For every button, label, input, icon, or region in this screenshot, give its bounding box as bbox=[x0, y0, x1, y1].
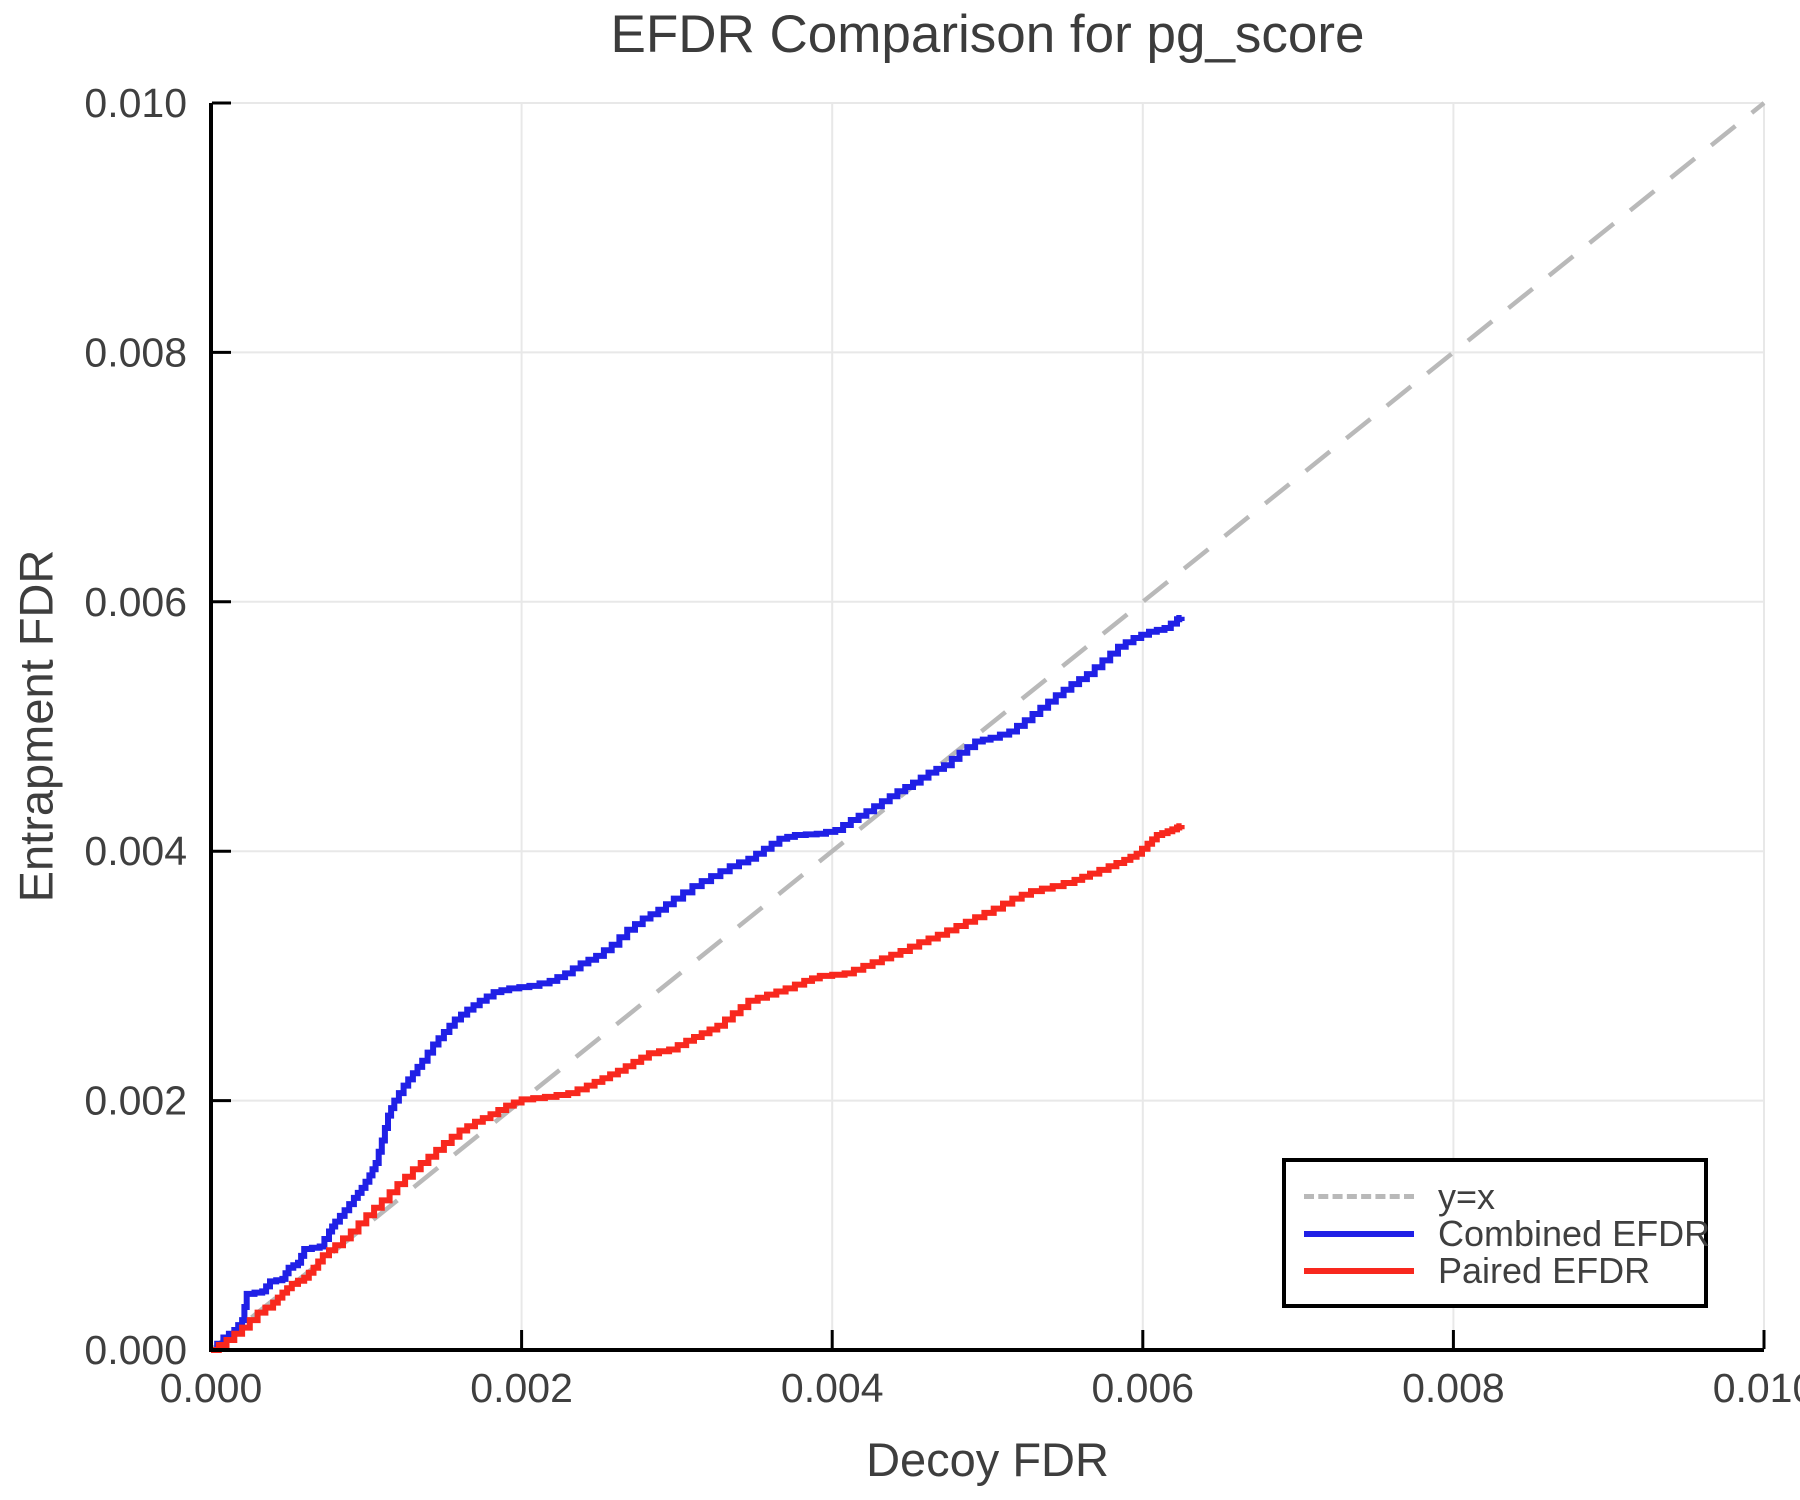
y-axis-label: Entrapment FDR bbox=[9, 549, 63, 903]
y-tick-label: 0.006 bbox=[84, 579, 187, 625]
legend-sample-combined-efdr bbox=[1304, 1230, 1414, 1237]
reference-line-y-equals-x bbox=[209, 101, 1766, 1352]
series-line-paired-efdr bbox=[211, 823, 1185, 1353]
y-tick-label: 0.004 bbox=[84, 828, 187, 874]
y-tick-label: 0.010 bbox=[84, 80, 187, 126]
legend-box: y=x Combined EFDR Paired EFDR bbox=[1282, 1158, 1710, 1308]
x-tick-label: 0.004 bbox=[781, 1365, 884, 1411]
chart-title: EFDR Comparison for pg_score bbox=[610, 5, 1365, 64]
y-tick-label: 0.000 bbox=[84, 1327, 187, 1373]
y-tick-label: 0.002 bbox=[84, 1078, 187, 1124]
x-tick-label: 0.006 bbox=[1091, 1365, 1194, 1411]
series-line-combined-efdr bbox=[211, 615, 1185, 1353]
x-tick-label: 0.000 bbox=[160, 1365, 263, 1411]
legend-row-combined-efdr: Combined EFDR bbox=[1304, 1215, 1710, 1252]
legend-sample-paired-efdr bbox=[1304, 1267, 1414, 1274]
legend-row-paired-efdr: Paired EFDR bbox=[1304, 1252, 1704, 1289]
legend-label-combined-efdr: Combined EFDR bbox=[1438, 1212, 1711, 1254]
legend-sample-reference-line bbox=[1304, 1194, 1414, 1199]
y-tick-label: 0.008 bbox=[84, 329, 187, 375]
x-axis-label: Decoy FDR bbox=[866, 1433, 1109, 1486]
legend-label-paired-efdr: Paired EFDR bbox=[1438, 1249, 1651, 1291]
x-tick-label: 0.008 bbox=[1402, 1365, 1505, 1411]
legend-row-reference: y=x bbox=[1304, 1178, 1704, 1215]
legend-label-reference: y=x bbox=[1438, 1175, 1496, 1217]
x-tick-label: 0.002 bbox=[470, 1365, 573, 1411]
x-tick-label: 0.010 bbox=[1713, 1365, 1800, 1411]
